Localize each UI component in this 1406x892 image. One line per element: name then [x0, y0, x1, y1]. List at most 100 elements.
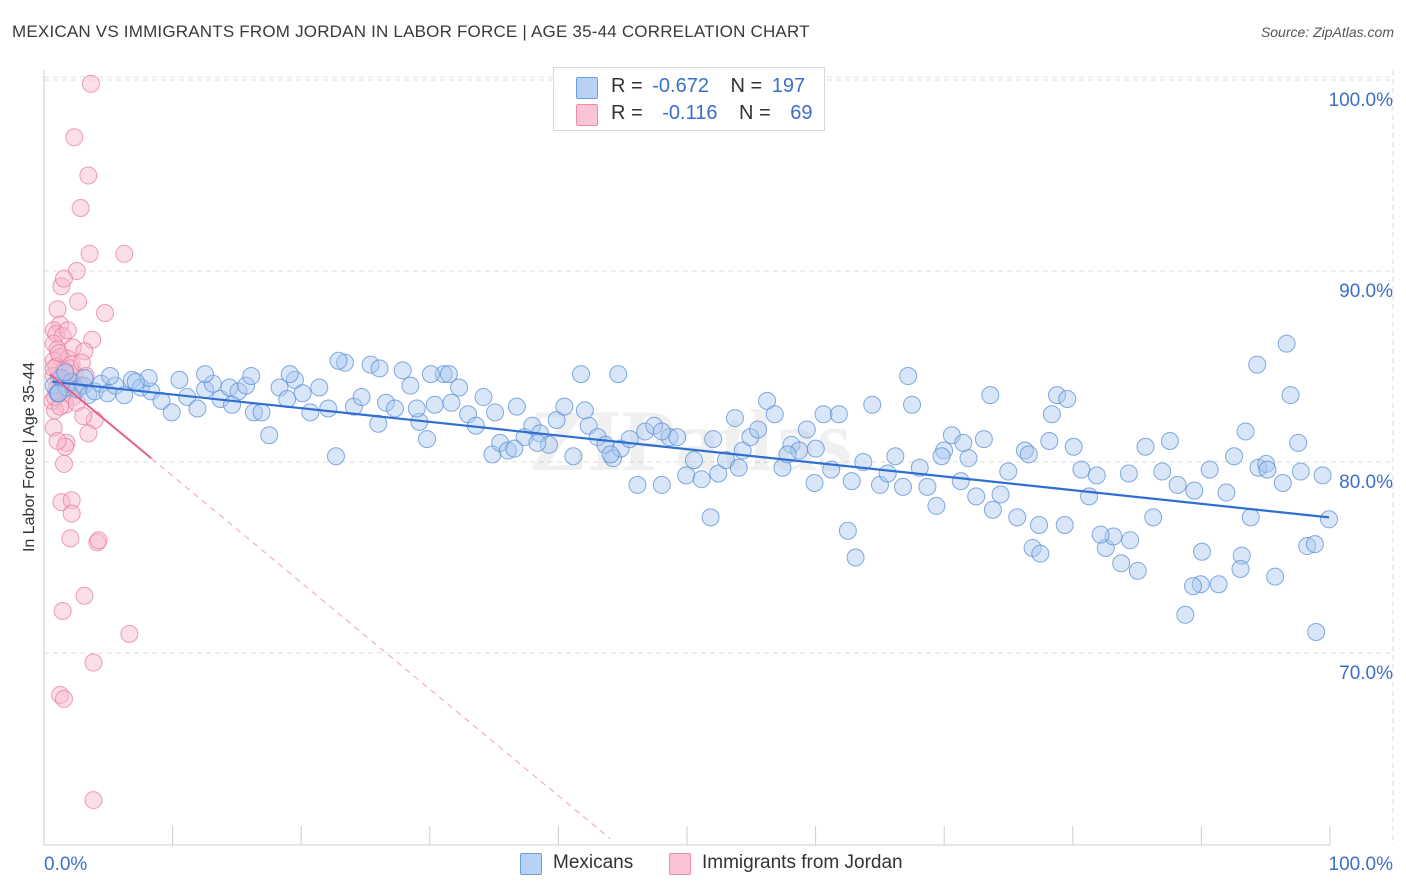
mexican-point: [611, 439, 630, 458]
y-tick-label: 70.0%: [1339, 663, 1393, 684]
y-tick-label: 90.0%: [1339, 281, 1393, 302]
mexican-point: [237, 376, 256, 395]
mexican-point: [1241, 508, 1260, 527]
mexicans-trend-line: [52, 380, 1330, 519]
mexican-point: [1191, 575, 1210, 594]
mexican-point: [539, 435, 558, 454]
mexican-point: [434, 365, 453, 384]
r-label: R =: [611, 75, 643, 97]
mexican-point: [1232, 546, 1251, 565]
mexican-point: [126, 372, 145, 391]
jordan-point: [74, 407, 93, 426]
mexican-point: [1192, 542, 1211, 561]
mexican-point: [1128, 561, 1147, 580]
x-tick-label: 100.0%: [1329, 854, 1394, 875]
n-value: 197: [771, 75, 806, 97]
mexican-point: [1019, 445, 1038, 464]
mexican-point: [1236, 422, 1255, 441]
mexican-point: [293, 384, 312, 403]
mexican-point: [1291, 462, 1310, 481]
mexican-point: [547, 410, 566, 429]
mexican-point: [1176, 605, 1195, 624]
mexican-point: [442, 393, 461, 412]
mexican-point: [278, 389, 297, 408]
mexican-point: [376, 393, 395, 412]
jordan-point: [89, 531, 108, 550]
x-tick-label: 0.0%: [44, 854, 87, 875]
mexicans-swatch: [576, 77, 598, 99]
mexican-point: [1031, 544, 1050, 563]
trend-lines: [49, 373, 1330, 840]
mexican-point: [1200, 460, 1219, 479]
mexican-point: [572, 365, 591, 384]
mexican-point: [1064, 437, 1083, 456]
mexican-point: [1153, 462, 1172, 481]
mexican-point: [329, 351, 348, 370]
legend-label: Mexicans: [553, 852, 634, 873]
jordan-point: [71, 198, 90, 217]
jordan-point: [54, 454, 73, 473]
mexican-point: [1008, 508, 1027, 527]
mexican-point: [1217, 483, 1236, 502]
mexican-point: [528, 433, 547, 452]
r-value: -0.672: [652, 75, 709, 97]
mexicans-points: [44, 334, 1338, 641]
mexican-point: [991, 485, 1010, 504]
mexican-point: [758, 391, 777, 410]
mexican-point: [1298, 537, 1317, 556]
mexican-point: [575, 401, 594, 420]
mexican-point: [1040, 431, 1059, 450]
mexican-point: [1320, 510, 1338, 529]
mexican-point: [555, 397, 574, 416]
mexican-point: [507, 397, 526, 416]
mexican-point: [1313, 466, 1332, 485]
mexican-point: [319, 399, 338, 418]
mexican-point: [1168, 475, 1187, 494]
mexican-point: [75, 368, 94, 387]
mexican-point: [301, 403, 320, 422]
jordan-point: [54, 269, 73, 288]
jordan-point: [79, 166, 98, 185]
jordan-point: [53, 601, 72, 620]
mexican-point: [223, 395, 242, 414]
mexican-point: [1058, 389, 1077, 408]
n-label: N =: [739, 102, 771, 124]
mexican-point: [741, 428, 760, 447]
mexican-point: [652, 475, 671, 494]
jordan-point: [62, 491, 81, 510]
mexican-point: [1273, 474, 1292, 493]
mexican-point: [729, 458, 748, 477]
jordan-point: [84, 653, 103, 672]
mexican-point: [954, 433, 973, 452]
mexican-point: [1136, 437, 1155, 456]
mexican-point: [203, 374, 222, 393]
mexican-point: [1030, 516, 1049, 535]
mexican-point: [310, 378, 329, 397]
mexican-point: [932, 447, 951, 466]
mexican-point: [684, 451, 703, 470]
jordan-point: [115, 244, 134, 263]
mexican-point: [196, 365, 215, 384]
mexican-point: [162, 403, 181, 422]
mexican-point: [1225, 447, 1244, 466]
mexican-point: [486, 403, 505, 422]
jordan-trend-line: [49, 373, 152, 459]
mexican-point: [101, 367, 120, 386]
jordan-legend-swatch: [669, 853, 691, 875]
mexican-point: [725, 409, 744, 428]
mexican-point: [709, 464, 728, 483]
mexican-point: [361, 355, 380, 374]
jordan-point: [48, 300, 67, 319]
mexican-point: [242, 367, 261, 386]
mexican-point: [49, 384, 68, 403]
mexican-point: [927, 496, 946, 515]
mexican-point: [628, 475, 647, 494]
mexican-point: [749, 420, 768, 439]
mexican-point: [974, 430, 993, 449]
correlation-legend: R = -0.672 N = 197 R = -0.116 N = 69: [553, 67, 825, 131]
mexican-point: [894, 477, 913, 496]
jordan-point: [58, 321, 77, 340]
source-label: Source: ZipAtlas.com: [1260, 24, 1394, 40]
mexican-point: [1277, 334, 1296, 353]
mexican-point: [1119, 464, 1138, 483]
